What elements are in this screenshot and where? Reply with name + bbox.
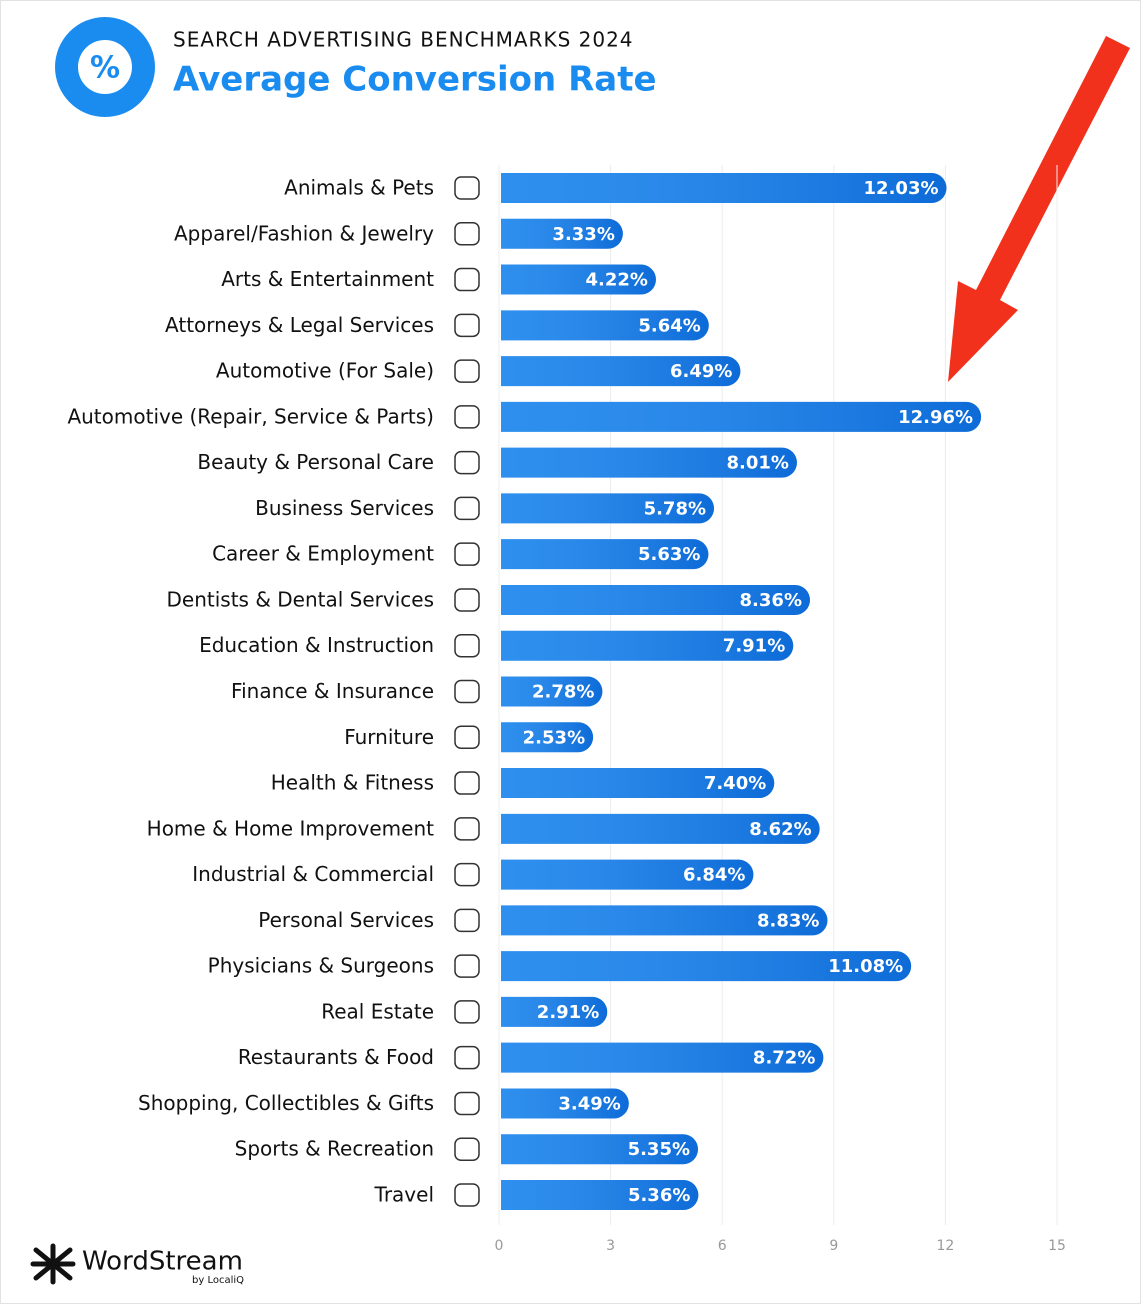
- category-icon: [454, 862, 480, 887]
- y-tick-label: Career & Employment: [212, 542, 434, 566]
- y-tick-label: Education & Instruction: [199, 633, 434, 657]
- category-icon: [454, 176, 480, 200]
- value-label: 5.64%: [638, 315, 700, 336]
- y-tick-label: Arts & Entertainment: [221, 267, 434, 291]
- y-tick-label: Shopping, Collectibles & Gifts: [138, 1091, 434, 1115]
- arrow: [948, 36, 1130, 382]
- y-tick-label: Dentists & Dental Services: [167, 587, 435, 611]
- value-label: 3.49%: [558, 1093, 620, 1114]
- category-icon: [454, 359, 480, 383]
- logo-name: WordStream: [82, 1247, 243, 1277]
- value-label: 4.22%: [586, 270, 648, 291]
- value-label: 8.83%: [757, 910, 819, 931]
- logo: [30, 1243, 76, 1285]
- value-label: 8.36%: [740, 590, 802, 611]
- value-label: 7.40%: [704, 773, 766, 794]
- y-tick-label: Animals & Pets: [284, 176, 434, 200]
- y-tick-label: Finance & Insurance: [231, 679, 434, 703]
- category-icon: [454, 542, 480, 566]
- y-tick-label: Furniture: [344, 725, 434, 749]
- value-label: 5.36%: [628, 1185, 690, 1206]
- value-label: 2.53%: [523, 727, 585, 748]
- category-icon: [454, 588, 480, 612]
- value-label: 12.03%: [864, 178, 939, 199]
- value-label: 6.49%: [670, 361, 732, 382]
- value-label: 12.96%: [898, 407, 973, 428]
- category-icon: [454, 908, 480, 933]
- chart-subtitle: SEARCH ADVERTISING BENCHMARKS 2024: [173, 28, 634, 52]
- category-icon: [454, 954, 480, 978]
- y-tick-label: Sports & Recreation: [235, 1137, 434, 1161]
- y-tick-label: Health & Fitness: [271, 771, 434, 795]
- value-label: 2.91%: [537, 1002, 599, 1023]
- x-tick-label: 15: [1048, 1238, 1066, 1254]
- category-icon: [454, 679, 480, 704]
- y-tick-label: Personal Services: [258, 908, 434, 932]
- category-icon: [454, 725, 480, 750]
- value-label: 6.84%: [683, 865, 745, 886]
- category-icon: [454, 222, 480, 246]
- category-icon: [454, 496, 480, 521]
- y-tick-label: Automotive (For Sale): [216, 359, 434, 383]
- y-tick-label: Real Estate: [321, 999, 434, 1023]
- badge-inner: [78, 40, 132, 94]
- category-icon: [454, 1000, 480, 1024]
- y-tick-label: Attorneys & Legal Services: [165, 313, 434, 337]
- x-tick-label: 6: [718, 1238, 727, 1254]
- y-tick-label: Business Services: [255, 496, 434, 520]
- x-tick-label: 12: [936, 1238, 954, 1254]
- category-icon: [454, 633, 480, 658]
- category-icon: [454, 405, 480, 429]
- x-tick-label: 0: [495, 1238, 504, 1254]
- badge-text: %: [90, 51, 120, 86]
- y-tick-label: Home & Home Improvement: [147, 816, 434, 840]
- category-icon: [454, 817, 480, 841]
- category-icon: [454, 1183, 480, 1207]
- y-tick-label: Automotive (Repair, Service & Parts): [67, 404, 434, 428]
- value-label: 3.33%: [552, 224, 614, 245]
- category-icon: [454, 771, 480, 795]
- value-label: 2.78%: [532, 682, 594, 703]
- value-label: 11.08%: [828, 956, 903, 977]
- x-tick-label: 9: [829, 1238, 838, 1254]
- category-icon: [454, 1045, 480, 1070]
- value-label: 5.78%: [644, 498, 706, 519]
- value-label: 8.01%: [727, 453, 789, 474]
- category-icon: [454, 1091, 480, 1116]
- y-tick-label: Beauty & Personal Care: [197, 450, 434, 474]
- value-label: 5.63%: [638, 544, 700, 565]
- value-label: 5.35%: [628, 1139, 690, 1160]
- category-icon: [454, 1137, 480, 1161]
- y-tick-label: Physicians & Surgeons: [208, 954, 434, 978]
- logo-tagline: by LocaliQ: [192, 1275, 244, 1286]
- category-icon: [454, 267, 480, 292]
- y-tick-label: Industrial & Commercial: [192, 862, 434, 886]
- category-icon: [454, 313, 480, 338]
- y-tick-label: Travel: [374, 1183, 434, 1207]
- value-label: 8.72%: [753, 1048, 815, 1069]
- chart-title: Average Conversion Rate: [173, 60, 657, 100]
- y-tick-label: Restaurants & Food: [238, 1045, 434, 1069]
- value-label: 7.91%: [723, 636, 785, 657]
- x-tick-label: 3: [606, 1238, 615, 1254]
- value-label: 8.62%: [749, 819, 811, 840]
- category-icon: [454, 450, 480, 475]
- y-tick-label: Apparel/Fashion & Jewelry: [174, 221, 434, 245]
